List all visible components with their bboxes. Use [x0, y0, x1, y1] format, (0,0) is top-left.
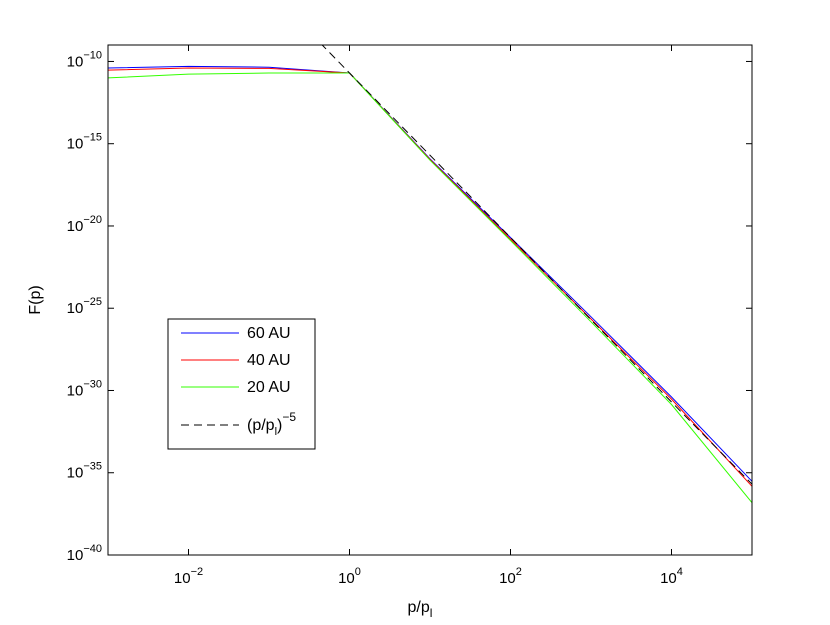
- legend-label: 60 AU: [247, 325, 291, 342]
- y-tick-label: 10−20: [67, 214, 102, 235]
- y-tick-label: 10−30: [67, 378, 102, 399]
- series-line-power-law: [321, 45, 752, 485]
- y-tick-label: 10−40: [67, 543, 102, 564]
- y-tick-label: 10−10: [67, 49, 102, 70]
- legend-box: [167, 318, 316, 450]
- series-line-20-au: [108, 72, 752, 504]
- y-axis: 10−10 10−15 10−20 10−25 10−30 10−35 10−40: [67, 49, 752, 564]
- x-axis: 10−2 100 102 104: [174, 45, 683, 587]
- y-tick-label: 10−35: [67, 461, 102, 482]
- legend-label: 20 AU: [247, 379, 291, 396]
- y-tick-label: 10−15: [67, 132, 102, 153]
- y-tick-label: 10−25: [67, 296, 102, 317]
- x-tick-label: 10−2: [174, 566, 203, 587]
- legend-label: 40 AU: [247, 352, 291, 369]
- x-tick-label: 102: [499, 566, 522, 587]
- legend-label: (p/pl)−5: [247, 410, 296, 438]
- x-tick-label: 100: [338, 566, 361, 587]
- legend: 60 AU 40 AU 20 AU (p/pl)−5: [167, 318, 316, 450]
- x-tick-label: 104: [660, 566, 683, 587]
- y-axis-label: F(p): [27, 285, 44, 314]
- plot-area-frame: [107, 44, 753, 556]
- x-axis-label: p/pl: [408, 599, 433, 620]
- series-layer: [108, 45, 752, 504]
